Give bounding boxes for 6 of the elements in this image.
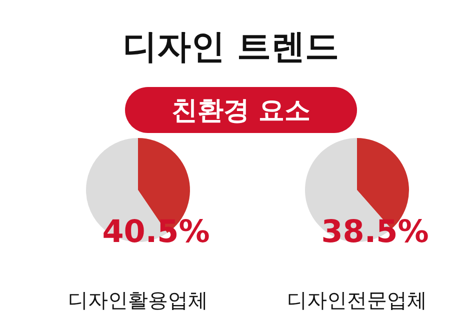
text: 디자인전문업체 bbox=[287, 288, 427, 312]
text: 디자인활용업체 bbox=[68, 288, 208, 312]
text: 친환경 요소 bbox=[171, 96, 311, 126]
data-label: 38.5% bbox=[321, 214, 429, 250]
data-label: 40.5% bbox=[102, 214, 210, 250]
text: 디자인 트렌드 bbox=[123, 27, 339, 67]
